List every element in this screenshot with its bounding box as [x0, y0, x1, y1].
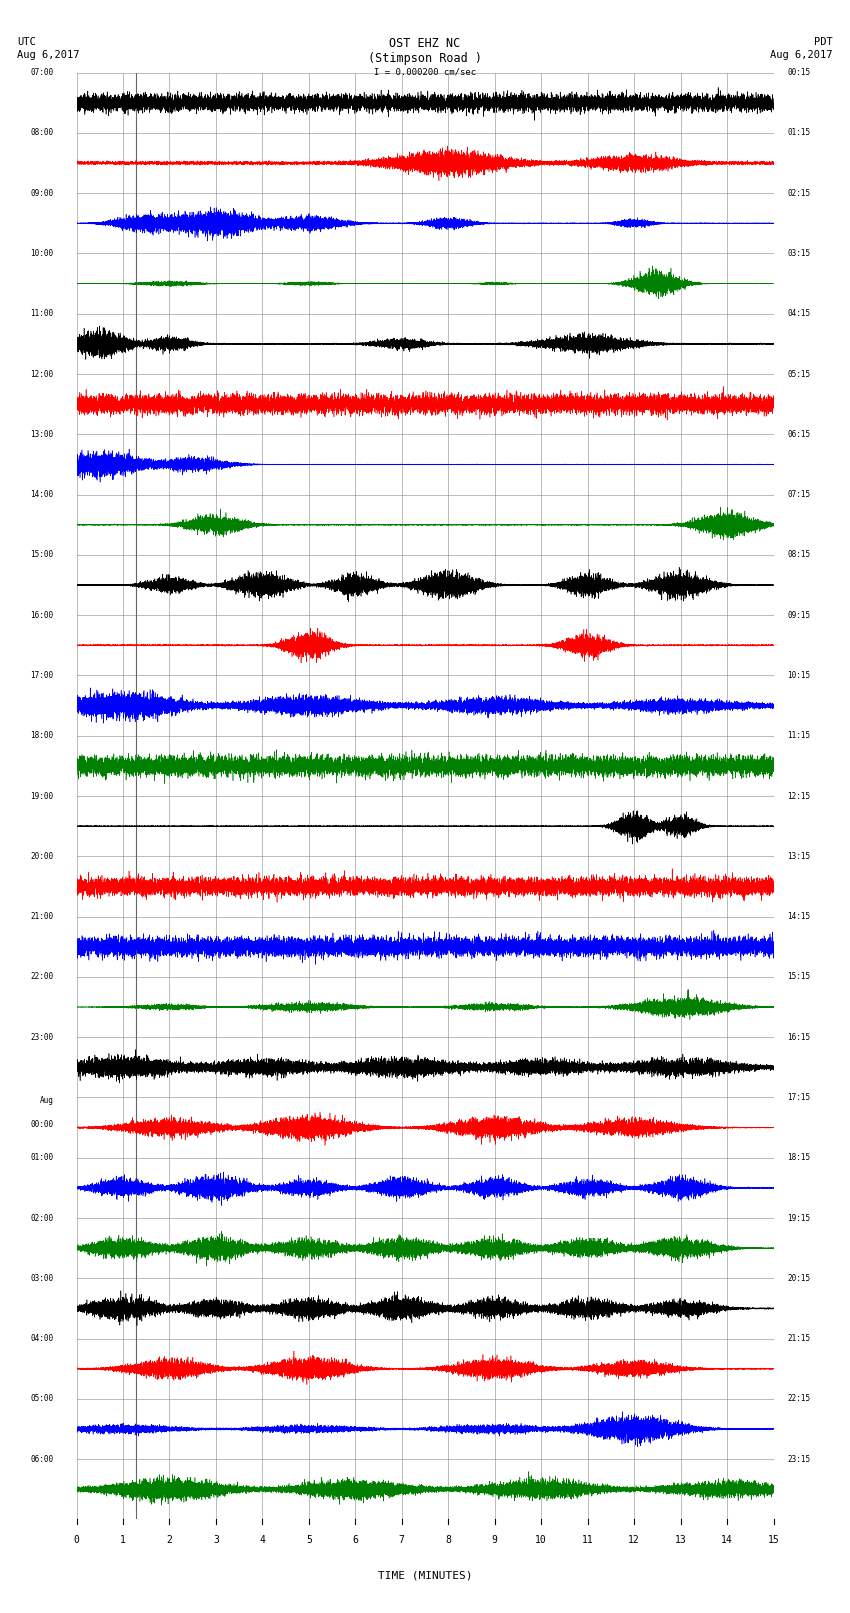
Text: 1: 1: [120, 1534, 126, 1545]
Text: 18:00: 18:00: [30, 731, 54, 740]
Text: 10:00: 10:00: [30, 248, 54, 258]
Text: 7: 7: [399, 1534, 405, 1545]
Text: 06:00: 06:00: [30, 1455, 54, 1463]
Text: 8: 8: [445, 1534, 451, 1545]
Text: 5: 5: [306, 1534, 312, 1545]
Text: 03:00: 03:00: [30, 1274, 54, 1282]
Text: 05:15: 05:15: [787, 369, 811, 379]
Text: 23:15: 23:15: [787, 1455, 811, 1463]
Text: 03:15: 03:15: [787, 248, 811, 258]
Text: 23:00: 23:00: [30, 1032, 54, 1042]
Text: 12:00: 12:00: [30, 369, 54, 379]
Text: 11: 11: [581, 1534, 593, 1545]
Text: 11:00: 11:00: [30, 310, 54, 318]
Text: 15:15: 15:15: [787, 973, 811, 981]
Text: 19:00: 19:00: [30, 792, 54, 800]
Text: TIME (MINUTES): TIME (MINUTES): [377, 1571, 473, 1581]
Text: 08:15: 08:15: [787, 550, 811, 560]
Text: OST EHZ NC: OST EHZ NC: [389, 37, 461, 50]
Text: 10:15: 10:15: [787, 671, 811, 681]
Text: PDT: PDT: [814, 37, 833, 47]
Text: 14:00: 14:00: [30, 490, 54, 498]
Text: Aug 6,2017: Aug 6,2017: [770, 50, 833, 60]
Text: 21:15: 21:15: [787, 1334, 811, 1344]
Text: 14: 14: [721, 1534, 733, 1545]
Text: UTC: UTC: [17, 37, 36, 47]
Text: 13: 13: [675, 1534, 687, 1545]
Text: 10: 10: [536, 1534, 547, 1545]
Text: 13:15: 13:15: [787, 852, 811, 861]
Text: 2: 2: [167, 1534, 173, 1545]
Text: 12: 12: [628, 1534, 640, 1545]
Text: 22:15: 22:15: [787, 1394, 811, 1403]
Text: 09:00: 09:00: [30, 189, 54, 198]
Text: 09:15: 09:15: [787, 611, 811, 619]
Text: 01:15: 01:15: [787, 129, 811, 137]
Text: 21:00: 21:00: [30, 911, 54, 921]
Text: 16:15: 16:15: [787, 1032, 811, 1042]
Text: 04:15: 04:15: [787, 310, 811, 318]
Text: Aug 6,2017: Aug 6,2017: [17, 50, 80, 60]
Text: 07:00: 07:00: [30, 68, 54, 77]
Text: 07:15: 07:15: [787, 490, 811, 498]
Text: 02:00: 02:00: [30, 1213, 54, 1223]
Text: 0: 0: [74, 1534, 79, 1545]
Text: 11:15: 11:15: [787, 731, 811, 740]
Text: 14:15: 14:15: [787, 911, 811, 921]
Text: 18:15: 18:15: [787, 1153, 811, 1163]
Text: 15:00: 15:00: [30, 550, 54, 560]
Text: 9: 9: [492, 1534, 497, 1545]
Text: 15: 15: [768, 1534, 779, 1545]
Text: (Stimpson Road ): (Stimpson Road ): [368, 52, 482, 65]
Text: 00:00: 00:00: [30, 1119, 54, 1129]
Text: 22:00: 22:00: [30, 973, 54, 981]
Text: 05:00: 05:00: [30, 1394, 54, 1403]
Text: Aug: Aug: [39, 1095, 54, 1105]
Text: 06:15: 06:15: [787, 429, 811, 439]
Text: 17:00: 17:00: [30, 671, 54, 681]
Text: I = 0.000200 cm/sec: I = 0.000200 cm/sec: [374, 68, 476, 77]
Text: 01:00: 01:00: [30, 1153, 54, 1163]
Text: 02:15: 02:15: [787, 189, 811, 198]
Text: 19:15: 19:15: [787, 1213, 811, 1223]
Text: 12:15: 12:15: [787, 792, 811, 800]
Text: 00:15: 00:15: [787, 68, 811, 77]
Text: 08:00: 08:00: [30, 129, 54, 137]
Text: 4: 4: [259, 1534, 265, 1545]
Text: 16:00: 16:00: [30, 611, 54, 619]
Text: 20:15: 20:15: [787, 1274, 811, 1282]
Text: 3: 3: [213, 1534, 218, 1545]
Text: 04:00: 04:00: [30, 1334, 54, 1344]
Text: 6: 6: [353, 1534, 358, 1545]
Text: 20:00: 20:00: [30, 852, 54, 861]
Text: 17:15: 17:15: [787, 1094, 811, 1102]
Text: 13:00: 13:00: [30, 429, 54, 439]
